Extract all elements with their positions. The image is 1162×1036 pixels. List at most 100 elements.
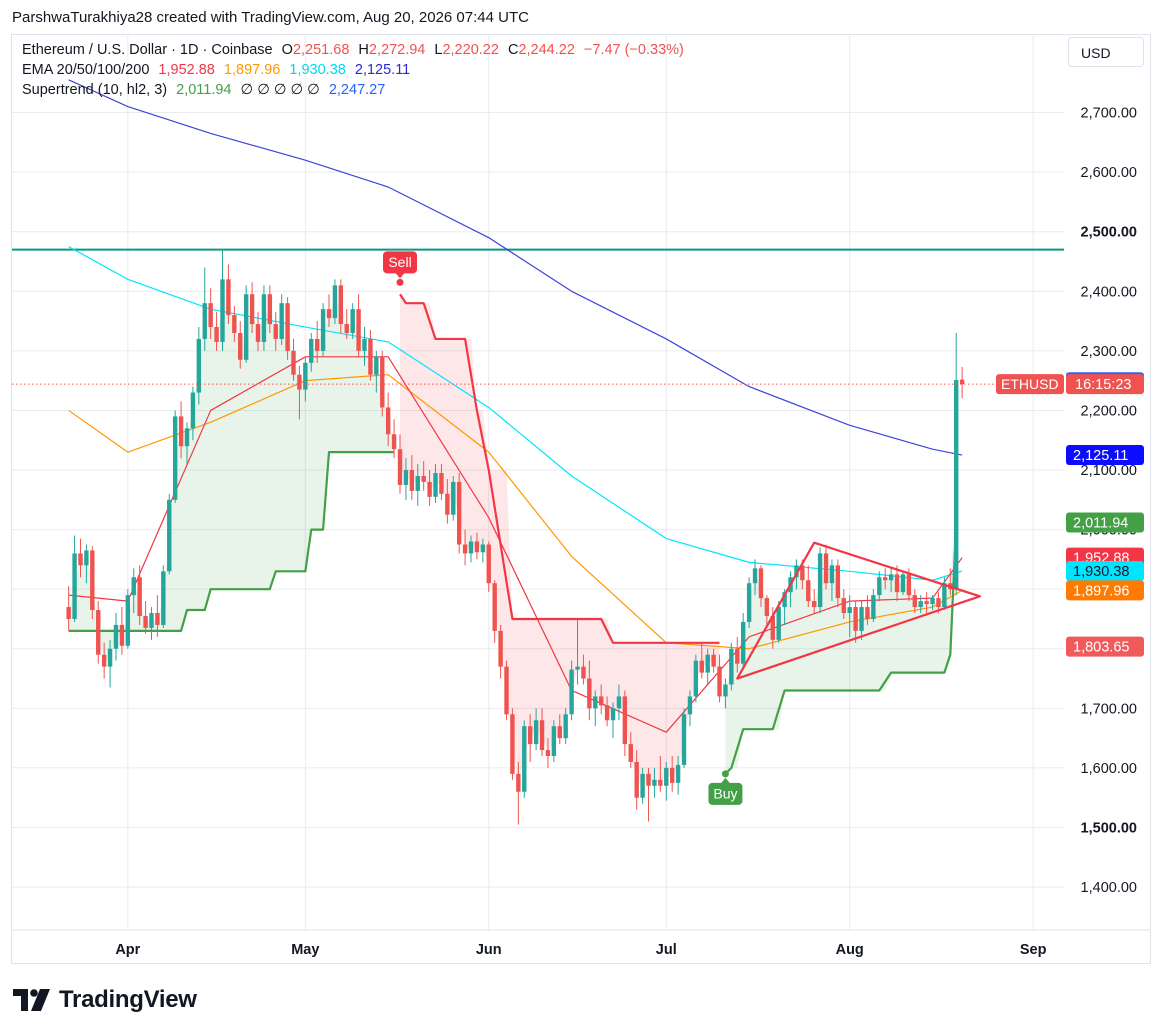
- time-axis[interactable]: Apr May Jun Jul Aug Sep: [12, 929, 1150, 958]
- price-tick-label: 1,700.00: [1081, 701, 1137, 717]
- candle: [693, 654, 699, 703]
- candle-body: [338, 285, 344, 325]
- signal-pointer: [395, 272, 406, 279]
- candle: [332, 279, 338, 325]
- candle-body: [894, 574, 900, 593]
- candle: [391, 419, 397, 459]
- candle-body: [675, 764, 681, 783]
- chart-frame[interactable]: [11, 34, 1151, 964]
- tradingview-logo[interactable]: TradingView: [13, 985, 197, 1015]
- candle: [397, 434, 403, 494]
- candle-body: [232, 315, 237, 333]
- candle: [959, 366, 965, 399]
- candle-body: [658, 779, 663, 786]
- candle-body: [527, 726, 533, 745]
- candle: [172, 410, 178, 503]
- candle-body: [853, 607, 858, 631]
- price-label-bg: [1066, 561, 1144, 582]
- legend-supertrend-empty: ∅ ∅ ∅ ∅ ∅: [240, 82, 320, 98]
- candle: [669, 756, 675, 792]
- candle-body: [196, 338, 202, 393]
- candle: [865, 595, 870, 625]
- candle-body: [161, 571, 166, 625]
- candle-body: [326, 309, 332, 319]
- tradingview-logo-icon: [13, 989, 50, 1011]
- price-tick-label: 2,300.00: [1081, 344, 1137, 360]
- candle-body: [243, 294, 249, 360]
- candle: [84, 544, 89, 584]
- candle-body: [628, 744, 633, 762]
- candle: [314, 321, 320, 363]
- candle-body: [285, 303, 290, 351]
- candle: [297, 365, 302, 420]
- candle: [243, 285, 249, 363]
- currency-button[interactable]: USD: [1068, 37, 1144, 67]
- time-tick-label: Apr: [115, 942, 140, 958]
- legend-open-value: 2,251.68: [292, 42, 350, 58]
- time-tick-label: Jun: [476, 942, 502, 958]
- price-axis[interactable]: 1,400.001,500.001,600.001,700.001,800.00…: [1081, 106, 1137, 897]
- candle-body: [687, 696, 693, 715]
- legend-ema200-value: 2,125.11: [354, 62, 411, 78]
- price-axis-labels: 2,247.272,125.112,011.941,952.881,930.38…: [12, 372, 1144, 657]
- candle-body: [462, 544, 468, 554]
- legend-ema20-value: 1,952.88: [158, 62, 215, 78]
- candle-body: [794, 565, 799, 578]
- candle: [847, 595, 852, 637]
- legend-supertrend-label[interactable]: Supertrend (10, hl2, 3): [22, 82, 168, 98]
- candle-body: [350, 309, 355, 333]
- candle: [900, 571, 906, 596]
- candle-body: [90, 550, 95, 611]
- candle-body: [539, 720, 545, 751]
- candle: [338, 279, 344, 333]
- candle-body: [397, 449, 403, 485]
- chart-credit: ParshwaTurakhiya28 created with TradingV…: [12, 9, 529, 26]
- candle-body: [782, 592, 787, 608]
- candle-body: [575, 666, 580, 670]
- legend-ema-label[interactable]: EMA 20/50/100/200: [22, 62, 150, 78]
- candle: [634, 750, 639, 810]
- candle: [717, 654, 722, 703]
- candle: [326, 294, 332, 328]
- candle-body: [569, 669, 574, 715]
- symbol-label-bg: [996, 374, 1064, 395]
- candle-body: [622, 696, 628, 745]
- candle-body: [735, 648, 740, 664]
- candle: [96, 601, 101, 664]
- price-label-text: 1,897.96: [1073, 583, 1129, 599]
- candles[interactable]: [66, 249, 965, 825]
- legend-supertrend: Supertrend (10, hl2, 3) 2,011.94 ∅ ∅ ∅ ∅…: [22, 82, 390, 98]
- candle: [101, 642, 107, 679]
- candle-body: [451, 481, 456, 515]
- candle: [291, 338, 296, 381]
- candle: [954, 332, 959, 596]
- candle-body: [291, 350, 296, 375]
- candle-body: [545, 750, 551, 757]
- legend-ema: EMA 20/50/100/200 1,952.88 1,897.96 1,93…: [22, 62, 415, 78]
- candle: [362, 327, 367, 366]
- signal-labels[interactable]: Sell Buy: [383, 251, 743, 805]
- candle-body: [149, 613, 154, 628]
- candle-body: [640, 773, 645, 798]
- ema100-line: [68, 246, 963, 581]
- candle: [752, 559, 758, 596]
- candle-body: [309, 338, 314, 363]
- candle-body: [717, 666, 722, 697]
- supertrend-fill-down: [400, 294, 720, 786]
- supertrend-fill-up-2: [725, 484, 957, 774]
- candle-body: [356, 309, 361, 351]
- legend-symbol[interactable]: Ethereum / U.S. Dollar · 1D · Coinbase: [22, 42, 273, 58]
- candle: [735, 636, 740, 673]
- supertrend-down-line: [399, 293, 720, 644]
- price-label: 2,011.94: [1066, 512, 1144, 533]
- candle-body: [936, 598, 941, 608]
- candle: [883, 568, 888, 590]
- candle: [119, 607, 125, 655]
- triangle-pattern[interactable]: [736, 541, 981, 680]
- candle-body: [888, 574, 894, 581]
- candle: [681, 708, 687, 768]
- candle-body: [752, 568, 758, 584]
- legend-close-value: 2,244.22: [518, 42, 575, 58]
- candle: [628, 732, 633, 768]
